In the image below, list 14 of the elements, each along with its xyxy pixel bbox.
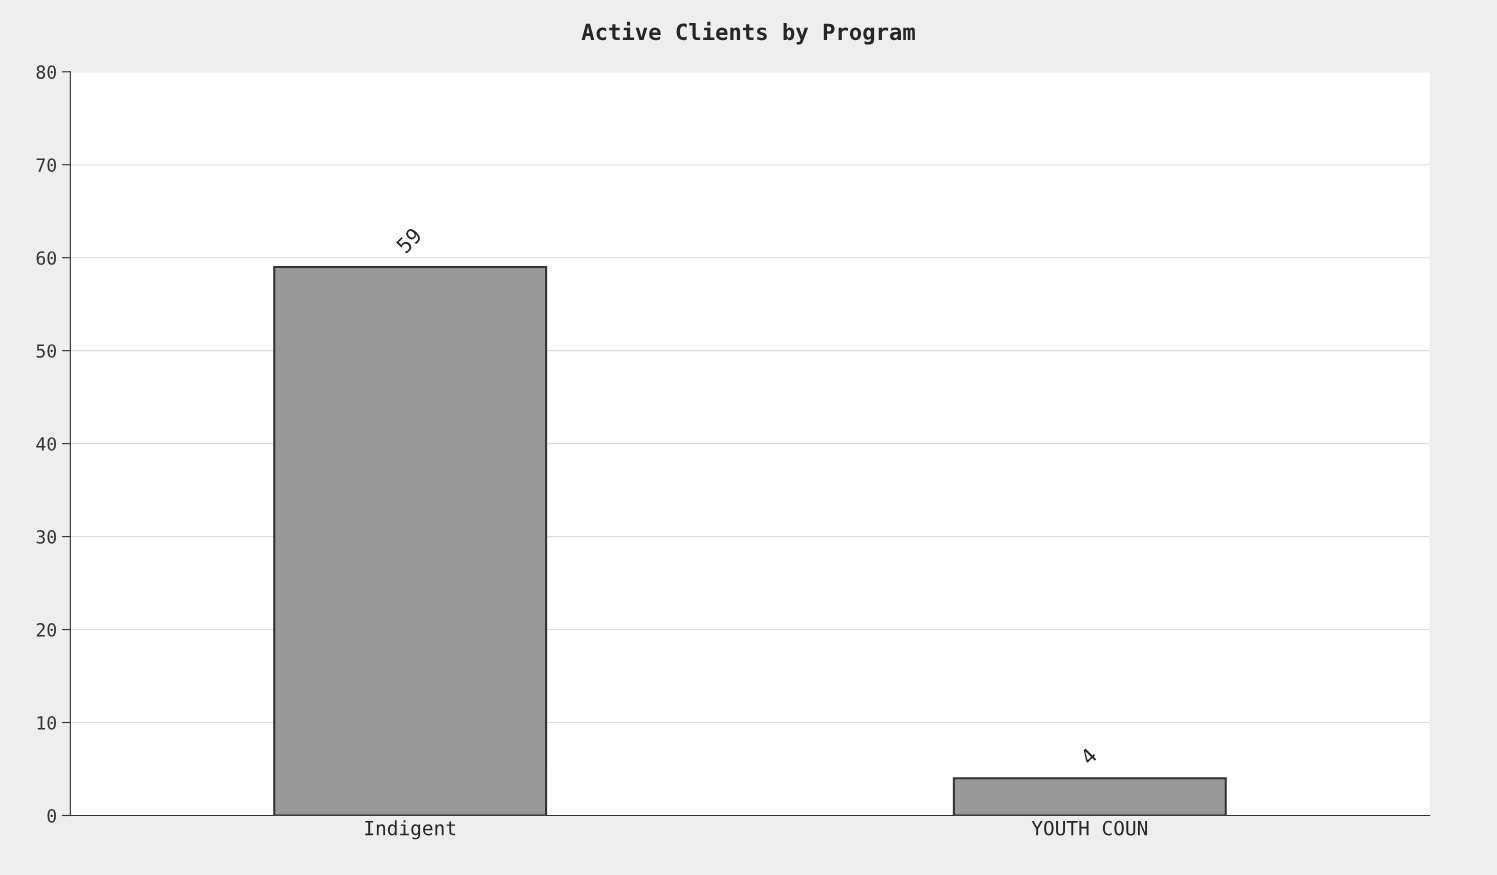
data-label: 4 [1079, 747, 1098, 766]
y-tick-label: 50 [36, 344, 56, 358]
y-tick-label: 40 [36, 437, 56, 451]
y-tick-label: 70 [36, 158, 56, 172]
y-tick-label: 20 [36, 623, 56, 637]
x-tick-label: YOUTH COUN [1031, 820, 1148, 836]
x-tick-label: Indigent [365, 820, 456, 840]
y-tick-label: 30 [36, 530, 56, 544]
y-tick-label: 80 [36, 65, 56, 79]
chart-title: Active Clients by Program [581, 21, 915, 45]
data-label: 59 [395, 226, 423, 254]
y-tick-label: 10 [37, 716, 56, 730]
y-tick-label: 60 [36, 251, 56, 265]
y-tick-label: 0 [47, 809, 56, 823]
